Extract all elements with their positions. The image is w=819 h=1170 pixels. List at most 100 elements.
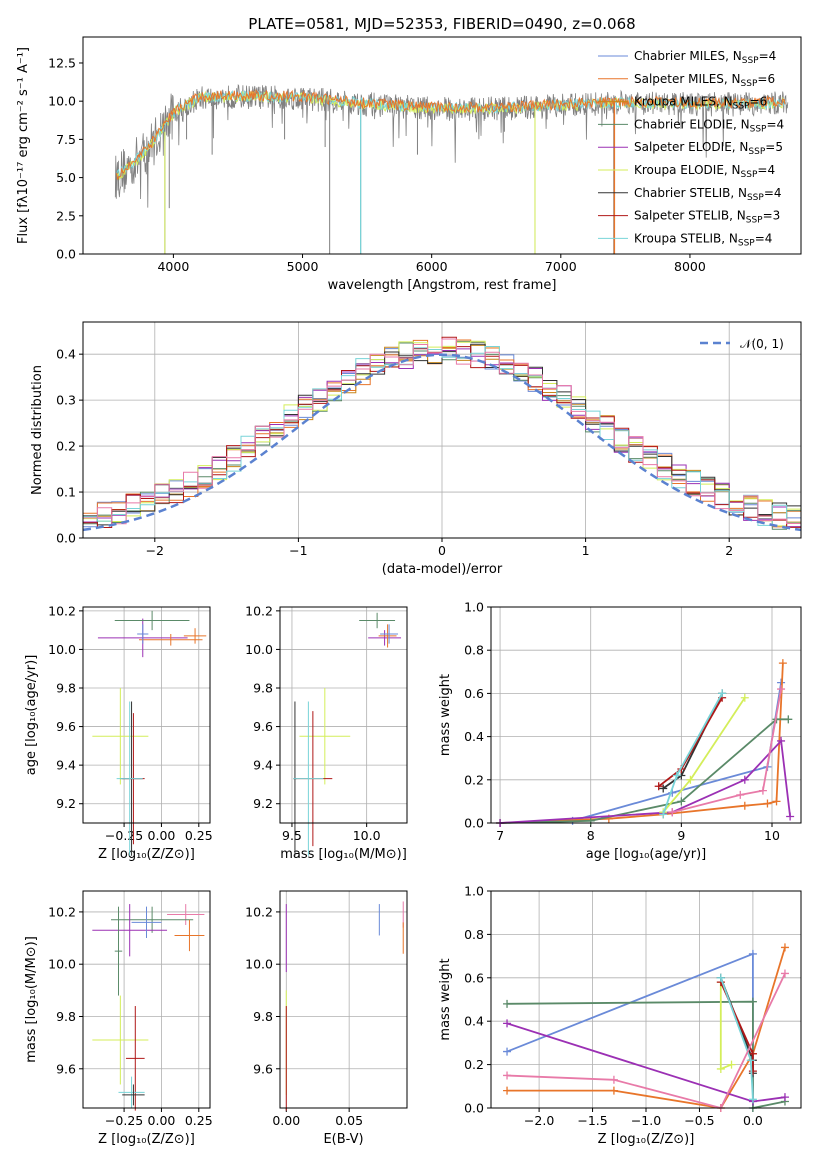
data-point-marker <box>503 999 512 1008</box>
y-tick-label: 10.0 <box>245 957 273 972</box>
x-axis-label: (data-model)/error <box>382 562 503 577</box>
data-point-marker <box>659 784 668 793</box>
legend-label: Kroupa STELIB, NSSP=4 <box>634 231 772 248</box>
y-tick-label: 10.2 <box>245 603 273 618</box>
y-tick-label: 9.4 <box>56 758 76 773</box>
data-point-marker <box>780 943 789 952</box>
spectrum-plot-area <box>114 83 789 254</box>
data-point-marker <box>503 1071 512 1080</box>
y-axis-label: mass [log₁₀(M/M⊙)] <box>24 936 39 1063</box>
x-tick-label: 8000 <box>674 259 706 274</box>
y-tick-label: 5.0 <box>56 170 76 185</box>
x-tick-label: 4000 <box>157 259 189 274</box>
x-tick-label: 10 <box>764 828 780 843</box>
y-tick-label: 0.6 <box>464 970 484 985</box>
mass-weight-vs-age-panel: 7 8 9 10 0.0 0.2 0.4 0.6 0.8 1.0 age [log₁₀(age/yr… <box>438 600 802 862</box>
y-tick-label: 10.2 <box>245 904 273 919</box>
y-tick-label: 0.0 <box>464 1101 484 1116</box>
x-tick-label: −2 <box>146 543 164 558</box>
data-point-marker <box>716 973 725 982</box>
x-axis-label: E(B-V) <box>323 1132 363 1147</box>
data-point-marker <box>686 775 695 784</box>
data-point-marker <box>763 799 772 808</box>
data-point-marker <box>668 808 677 817</box>
y-tick-label: 0.1 <box>56 485 76 500</box>
mass-weight-series-8 <box>506 973 786 1110</box>
mass-vs-metallicity-panel: −0.25 0.00 0.25 9.6 9.8 10.0 10.2 Z [log₁₀(Z/Z⊙… <box>24 890 213 1147</box>
data-point-marker <box>784 715 793 724</box>
data-point-marker <box>748 1095 757 1104</box>
data-point-marker <box>777 685 786 694</box>
residual-histogram-panel: −2 −1 0 1 2 0.0 0.1 0.2 0.3 0.4 (data-model)/error… <box>30 321 802 577</box>
y-tick-label: 9.8 <box>253 1009 273 1024</box>
y-tick-label: 10.2 <box>48 603 76 618</box>
y-tick-label: 0.0 <box>56 531 76 546</box>
legend-label: Salpeter MILES, NSSP=6 <box>634 72 775 89</box>
y-tick-label: 9.8 <box>253 681 273 696</box>
data-point-marker <box>748 1067 757 1076</box>
legend-label: Chabrier STELIB, NSSP=4 <box>634 186 782 203</box>
mass-weight-series-8 <box>672 688 782 814</box>
y-tick-label: 9.6 <box>56 1061 76 1076</box>
y-tick-label: 0.2 <box>464 1057 484 1072</box>
x-tick-label: 9.5 <box>282 828 302 843</box>
x-tick-label: 0.05 <box>335 1113 363 1128</box>
y-tick-label: 0.3 <box>56 393 76 408</box>
legend-label: Salpeter ELODIE, NSSP=5 <box>634 140 783 157</box>
y-tick-label: 9.4 <box>253 758 273 773</box>
y-tick-label: 9.8 <box>56 1009 76 1024</box>
axes-frame <box>82 890 211 1109</box>
x-tick-label: 0 <box>438 543 446 558</box>
legend-label: Kroupa ELODIE, NSSP=4 <box>634 163 775 180</box>
data-point-marker <box>716 1064 725 1073</box>
y-tick-label: 0.6 <box>464 686 484 701</box>
age-vs-metallicity-panel: −0.25 0.00 0.25 9.2 9.4 9.6 9.8 10.0 10.2 Z [log₁… <box>24 603 213 862</box>
data-point-marker <box>503 1086 512 1095</box>
y-tick-label: 10.0 <box>48 957 76 972</box>
x-tick-label: 8 <box>587 828 595 843</box>
y-tick-label: 0.0 <box>56 247 76 262</box>
legend-label: Salpeter STELIB, NSSP=3 <box>634 209 780 226</box>
legend-label: Kroupa MILES, NSSP=6 <box>634 95 767 112</box>
data-point-marker <box>503 1019 512 1028</box>
normal-distribution-curve <box>82 353 802 532</box>
x-tick-label: 5000 <box>287 259 319 274</box>
data-point-marker <box>718 689 727 698</box>
data-point-marker <box>740 801 749 810</box>
x-tick-label: 0.0 <box>743 1113 763 1128</box>
x-tick-label: −1.5 <box>577 1113 607 1128</box>
data-point-marker <box>748 1049 757 1058</box>
y-tick-label: 10.0 <box>48 642 76 657</box>
y-tick-label: 12.5 <box>48 55 76 70</box>
legend-label: 𝒩(0, 1) <box>740 337 784 351</box>
spectrum-panel: 4000 5000 6000 7000 8000 0.0 2.5 5.0 7.5 10.0 12.5… <box>16 15 802 293</box>
y-tick-label: 0.8 <box>464 643 484 658</box>
mass-weight-series-1 <box>500 663 784 824</box>
data-point-marker <box>780 1093 789 1102</box>
x-tick-label: 1 <box>582 543 590 558</box>
age-vs-mass-panel: 9.5 10.0 9.2 9.4 9.6 9.8 10.0 10.2 mass [log₁₀(M… <box>245 603 408 862</box>
x-tick-label: 0.25 <box>185 1113 213 1128</box>
y-tick-label: 0.4 <box>464 1014 484 1029</box>
data-point-marker <box>654 782 663 791</box>
axes-frame <box>490 606 802 824</box>
y-axis-label: age [log₁₀(age/yr)] <box>24 655 39 776</box>
x-axis-label: mass [log₁₀(M/M⊙)] <box>280 847 407 862</box>
data-point-marker <box>727 1060 736 1069</box>
data-point-marker <box>786 812 795 821</box>
x-tick-label: 0.25 <box>185 828 213 843</box>
x-axis-label: wavelength [Angstrom, rest frame] <box>328 278 557 293</box>
x-axis-label: Z [log₁₀(Z/Z⊙)] <box>98 1132 195 1147</box>
y-axis-label: Flux [fλ10⁻¹⁷ erg cm⁻² s⁻¹ A⁻¹] <box>16 47 31 244</box>
x-tick-label: 0.00 <box>272 1113 300 1128</box>
y-tick-label: 0.4 <box>464 729 484 744</box>
legend-label: Chabrier MILES, NSSP=4 <box>634 49 776 66</box>
x-tick-label: −0.25 <box>105 828 143 843</box>
axes-frame <box>82 606 211 824</box>
histogram-step-9 <box>83 338 801 525</box>
y-tick-label: 1.0 <box>464 600 484 615</box>
data-point-marker <box>746 1056 755 1065</box>
mass-weight-series-4 <box>662 697 746 813</box>
data-point-marker <box>677 797 686 806</box>
data-point-marker <box>748 997 757 1006</box>
